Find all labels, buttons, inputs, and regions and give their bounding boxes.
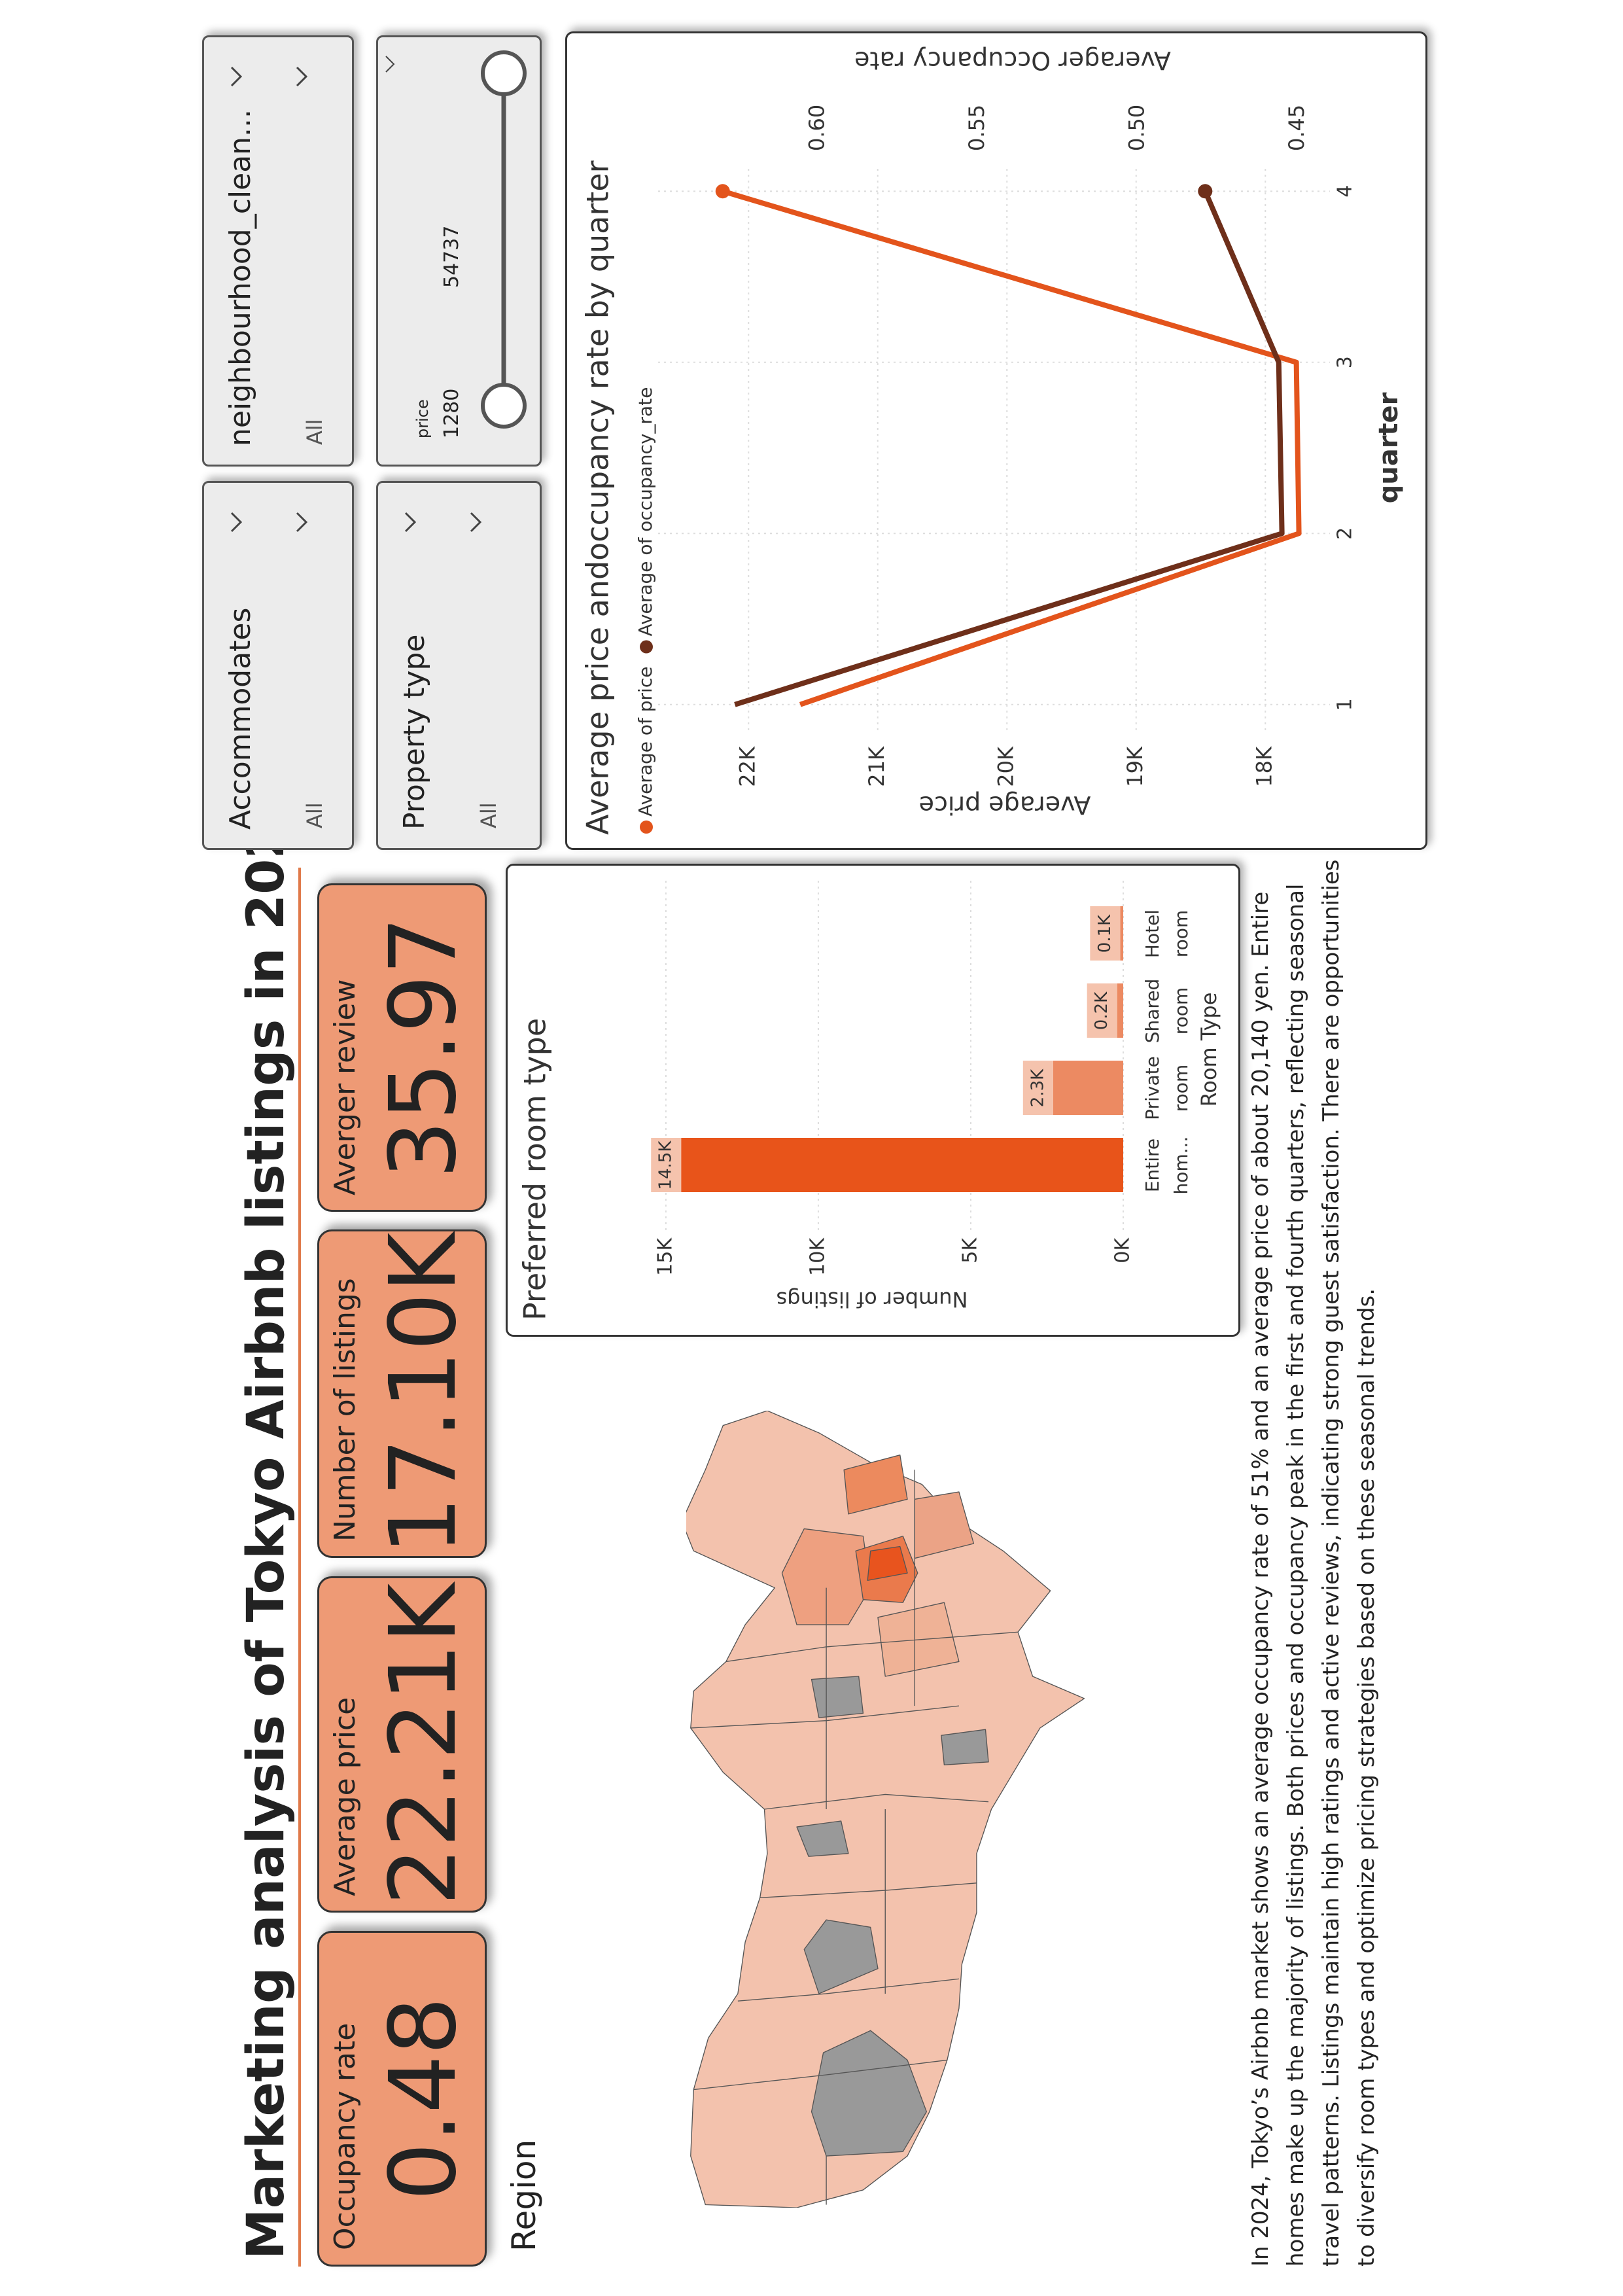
value-label: 2.3K: [1028, 1069, 1047, 1107]
slicer-value: All: [302, 802, 327, 828]
value-label: 14.5K: [656, 1140, 676, 1190]
region-map: [686, 1411, 1085, 2208]
map-area: [811, 2030, 928, 2157]
x-tick-label: 4: [1334, 185, 1357, 198]
kpi-value: 0.48: [370, 1996, 477, 2201]
slider-handle[interactable]: [481, 383, 527, 429]
value-label-box: [651, 1138, 682, 1192]
chart-title: Average price andoccupancy rate by quart…: [580, 160, 616, 835]
bar: [1053, 1061, 1123, 1115]
slider: [385, 50, 527, 429]
kpi-label: Number of listings: [328, 1278, 362, 1542]
map-area: [781, 1528, 871, 1625]
slicer[interactable]: Accommodates All: [202, 481, 354, 850]
kpi-value: 35.97: [370, 916, 477, 1179]
y-tick-label: 20K: [993, 746, 1018, 787]
y2-tick-label: 0.50: [1125, 105, 1149, 151]
slicer-value: All: [302, 419, 327, 445]
map-area: [843, 1454, 908, 1515]
kpi-label: Occupancy rate: [328, 2022, 362, 2250]
y-axis-title: Average price: [919, 791, 1091, 820]
map-area: [803, 1919, 879, 1994]
x-axis-title: Room Type: [1196, 993, 1221, 1107]
kpi-label: Averger review: [328, 979, 362, 1195]
y2-axis-title: Averager Occupancy rate: [854, 46, 1171, 75]
price-occupancy-chart: Average price andoccupancy rate by quart…: [565, 31, 1427, 850]
y-tick-label: 0K: [1111, 1237, 1134, 1263]
value-label-box: [1090, 906, 1121, 961]
legend-label: Average of occupancy_rate: [635, 387, 656, 637]
line: [734, 190, 1285, 707]
y-tick-label: 18K: [1251, 746, 1276, 787]
chevrons: [230, 512, 308, 533]
line-end-marker: [1198, 184, 1213, 199]
legend-label: Average of price: [635, 667, 656, 817]
line-end-marker: [715, 184, 730, 199]
slicer-title: Accommodates: [224, 607, 257, 830]
value-label: 0.2K: [1092, 991, 1111, 1030]
title-rule: [298, 868, 301, 2267]
y2-tick-label: 0.60: [805, 105, 829, 151]
line: [722, 188, 1302, 707]
map-border: [764, 1793, 989, 1810]
bar: [1120, 906, 1124, 961]
room-type-chart: Preferred room type Number of listings 0K 5…: [506, 864, 1240, 1337]
map-area: [796, 1820, 849, 1857]
value-label-box: [1087, 983, 1117, 1038]
x-tick-label: Entire hom...: [1142, 1137, 1192, 1195]
map-area: [811, 1676, 864, 1718]
region-label: Region: [505, 2139, 543, 2252]
value-label: 0.1K: [1095, 914, 1115, 953]
chevrons: [404, 512, 482, 533]
slicer[interactable]: Property type All: [376, 481, 542, 850]
y-tick-label: 5K: [958, 1237, 981, 1263]
map-area: [867, 1545, 908, 1581]
y-tick-label: 19K: [1123, 746, 1147, 787]
x-tick-label: Hotel room: [1142, 910, 1192, 958]
legend-marker: [640, 821, 653, 834]
y-tick-label: 10K: [806, 1237, 829, 1276]
kpi-card: Number of listings 17.10K: [317, 1229, 487, 1558]
map-border: [693, 2059, 947, 2091]
bar: [1117, 983, 1123, 1038]
summary-text: In 2024, Tokyo’s Airbnb market shows an …: [1248, 859, 1380, 2267]
slicer[interactable]: neighbourhood_clean... All: [202, 35, 354, 467]
slicer-title: neighbourhood_clean...: [224, 109, 257, 446]
kpi-card: Averger review 35.97: [317, 883, 487, 1212]
x-axis-title: quarter: [1374, 392, 1404, 503]
map-border: [737, 1978, 959, 2002]
y2-tick-label: 0.55: [964, 105, 989, 151]
map-area: [941, 1729, 989, 1766]
kpi-card: Occupancy rate 0.48: [317, 1931, 487, 2267]
chart-title: Preferred room type: [517, 1018, 553, 1320]
slicer-title: Property type: [398, 634, 431, 830]
y-tick-label: 15K: [654, 1237, 676, 1276]
chevrons: [230, 66, 308, 87]
kpi-value: 17.10K: [370, 1232, 477, 1555]
value-label-box: [1022, 1061, 1053, 1115]
y2-tick-label: 0.45: [1284, 105, 1309, 151]
x-tick-label: 2: [1334, 527, 1357, 540]
kpi-card: Average price 22.21K: [317, 1576, 487, 1913]
page-title: Marketing analysis of Tokyo Airbnb listi…: [237, 788, 296, 2259]
legend-marker: [640, 640, 653, 654]
slicer-value: All: [476, 802, 501, 828]
bar: [681, 1138, 1124, 1192]
map-area: [686, 1411, 1085, 2208]
x-tick-label: 3: [1334, 356, 1357, 368]
y-tick-label: 22K: [735, 746, 759, 787]
x-tick-label: 1: [1334, 698, 1357, 711]
x-tick-label: Private room: [1142, 1056, 1192, 1120]
kpi-value: 22.21K: [370, 1583, 477, 1906]
x-tick-label: Shared room: [1142, 979, 1192, 1044]
price-slicer[interactable]: price 1280 54737: [376, 35, 542, 467]
slider-handle[interactable]: [481, 50, 527, 96]
y-axis-title: Number of listings: [777, 1287, 968, 1312]
kpi-label: Average price: [328, 1697, 362, 1896]
y-tick-label: 21K: [864, 746, 889, 787]
